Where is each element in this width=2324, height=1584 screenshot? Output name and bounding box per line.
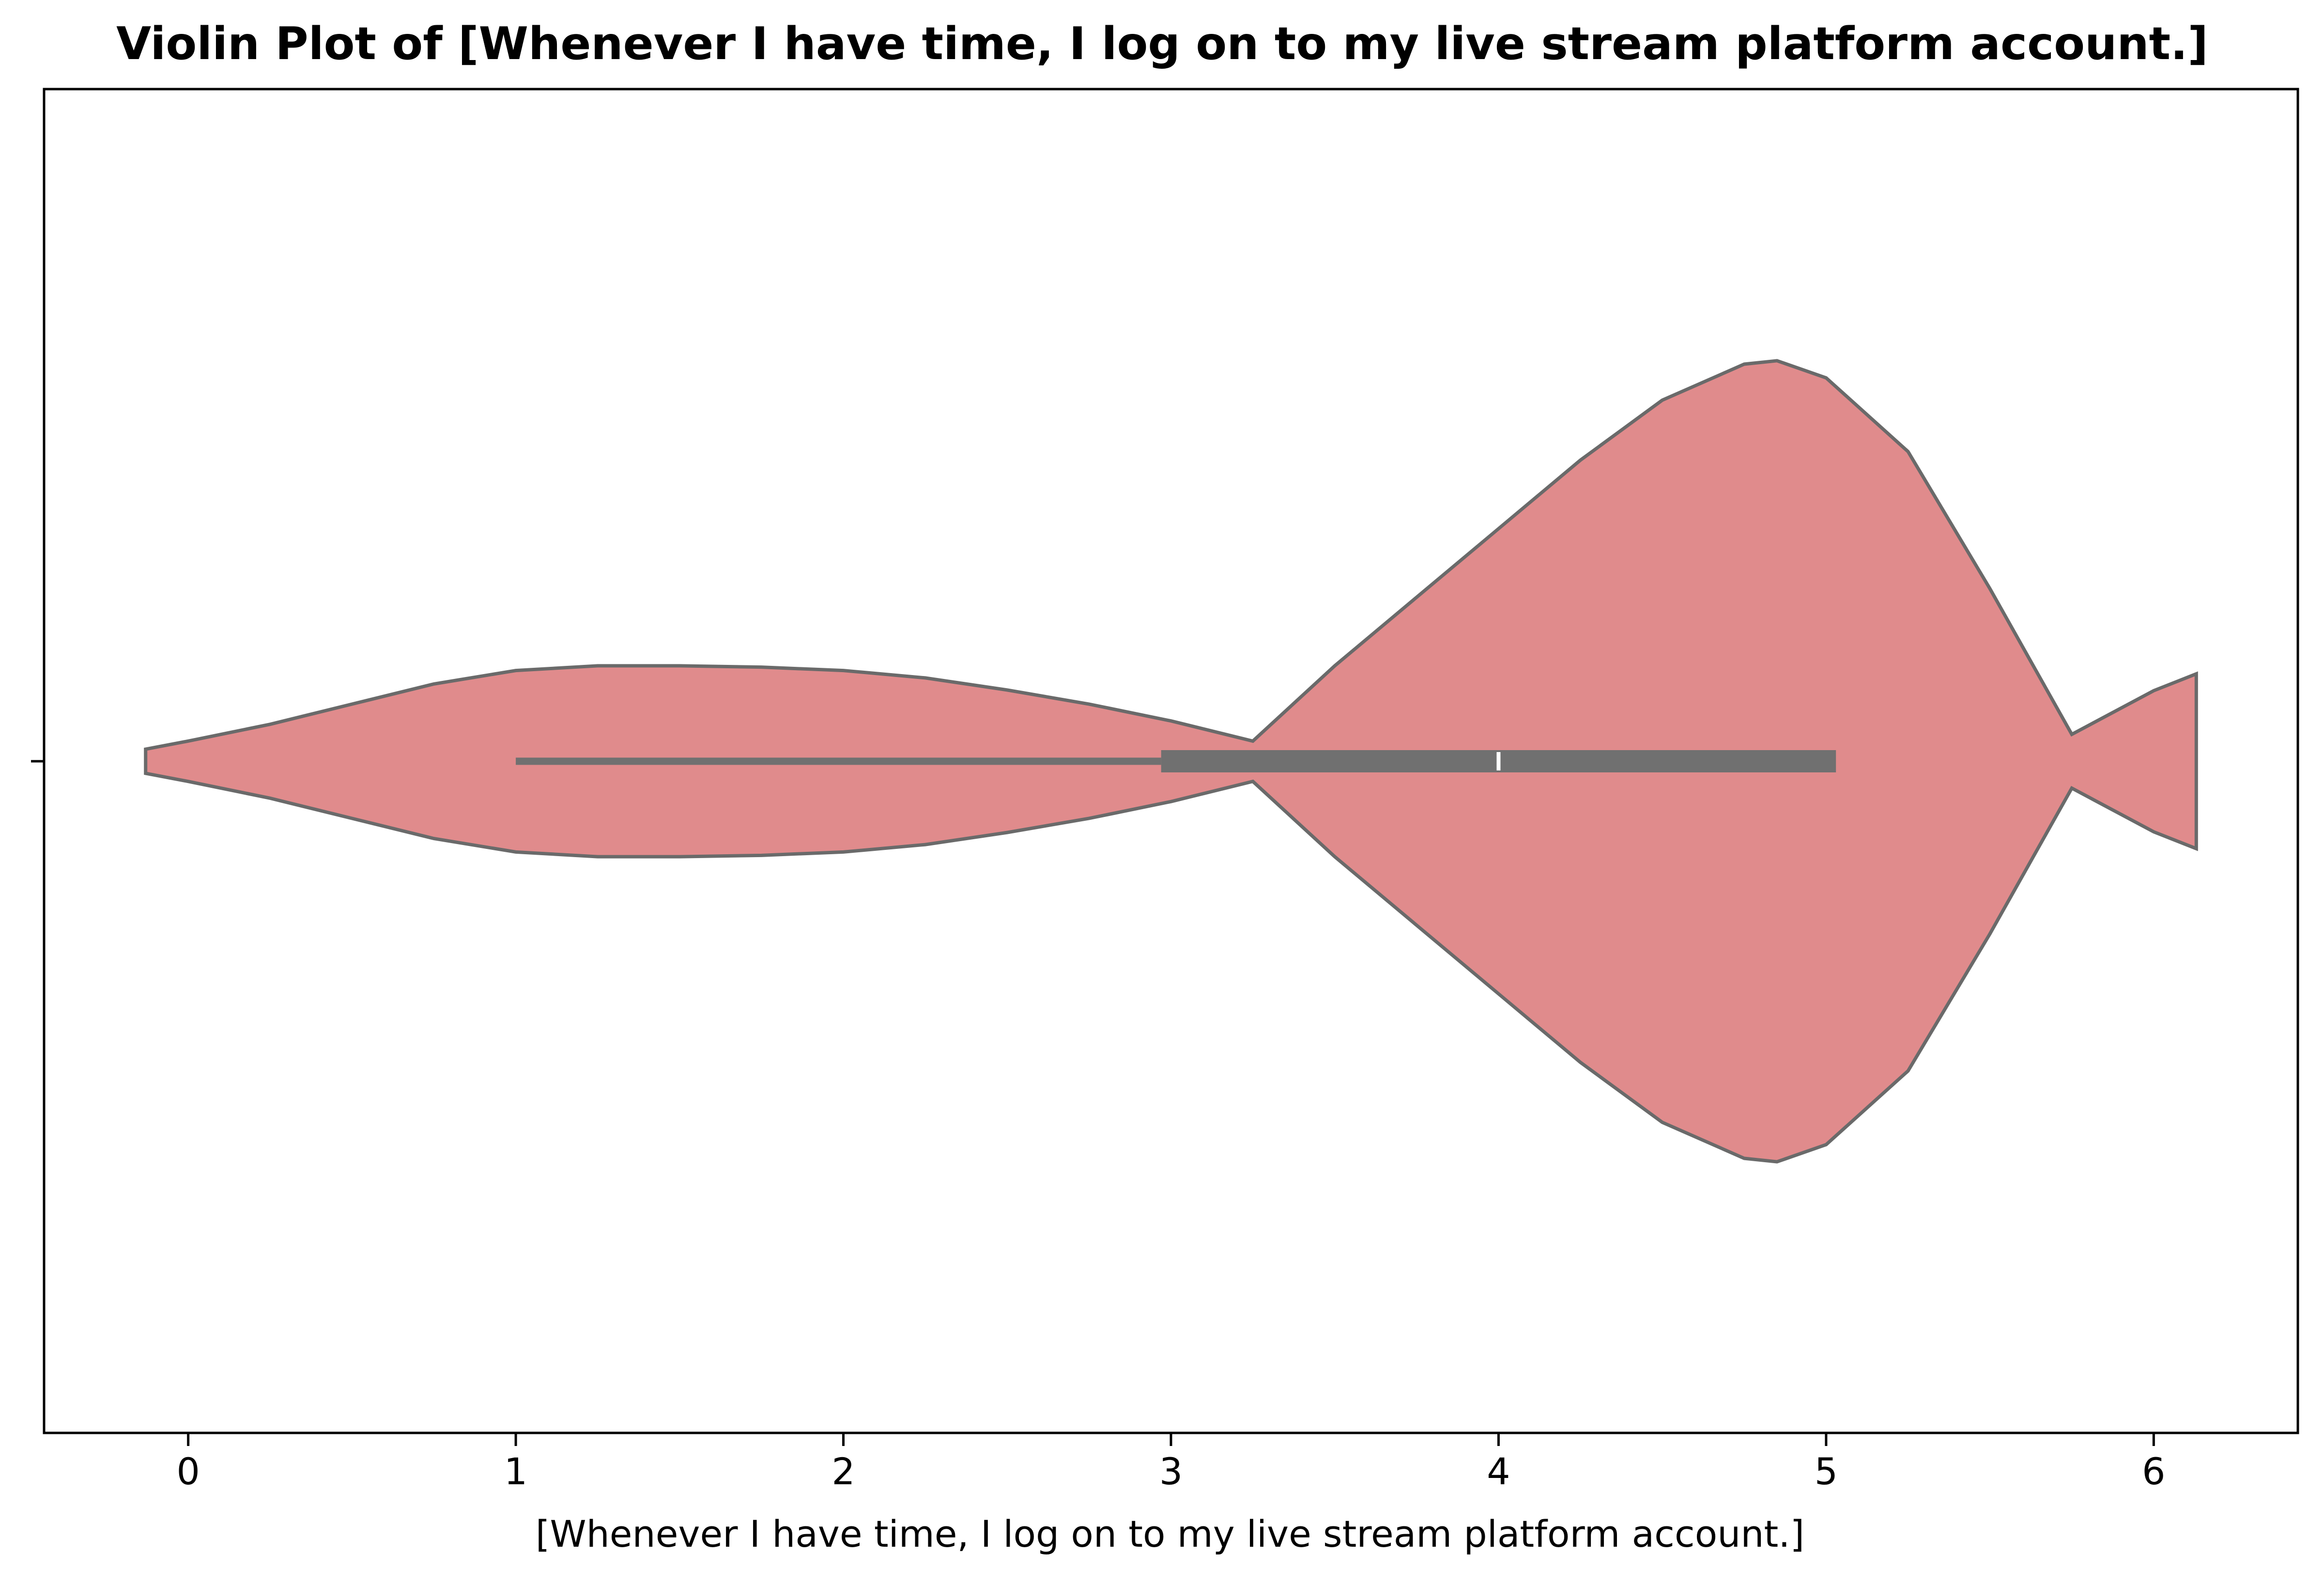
plot-area bbox=[144, 359, 2198, 1164]
x-tick-label: 5 bbox=[1815, 1450, 1838, 1493]
x-tick-label: 6 bbox=[2142, 1450, 2165, 1493]
x-axis-label: [Whenever I have time, I log on to my li… bbox=[536, 1512, 1804, 1555]
chart-title: Violin Plot of [Whenever I have time, I … bbox=[116, 17, 2208, 70]
x-tick-label: 3 bbox=[1159, 1450, 1183, 1493]
x-axis-ticks: 0 1 2 3 4 5 6 bbox=[176, 1433, 2166, 1493]
x-tick-label: 1 bbox=[504, 1450, 527, 1493]
x-tick-label: 4 bbox=[1487, 1450, 1510, 1493]
median-marker bbox=[1496, 752, 1501, 770]
x-tick-label: 0 bbox=[176, 1450, 200, 1493]
x-tick-label: 2 bbox=[831, 1450, 855, 1493]
